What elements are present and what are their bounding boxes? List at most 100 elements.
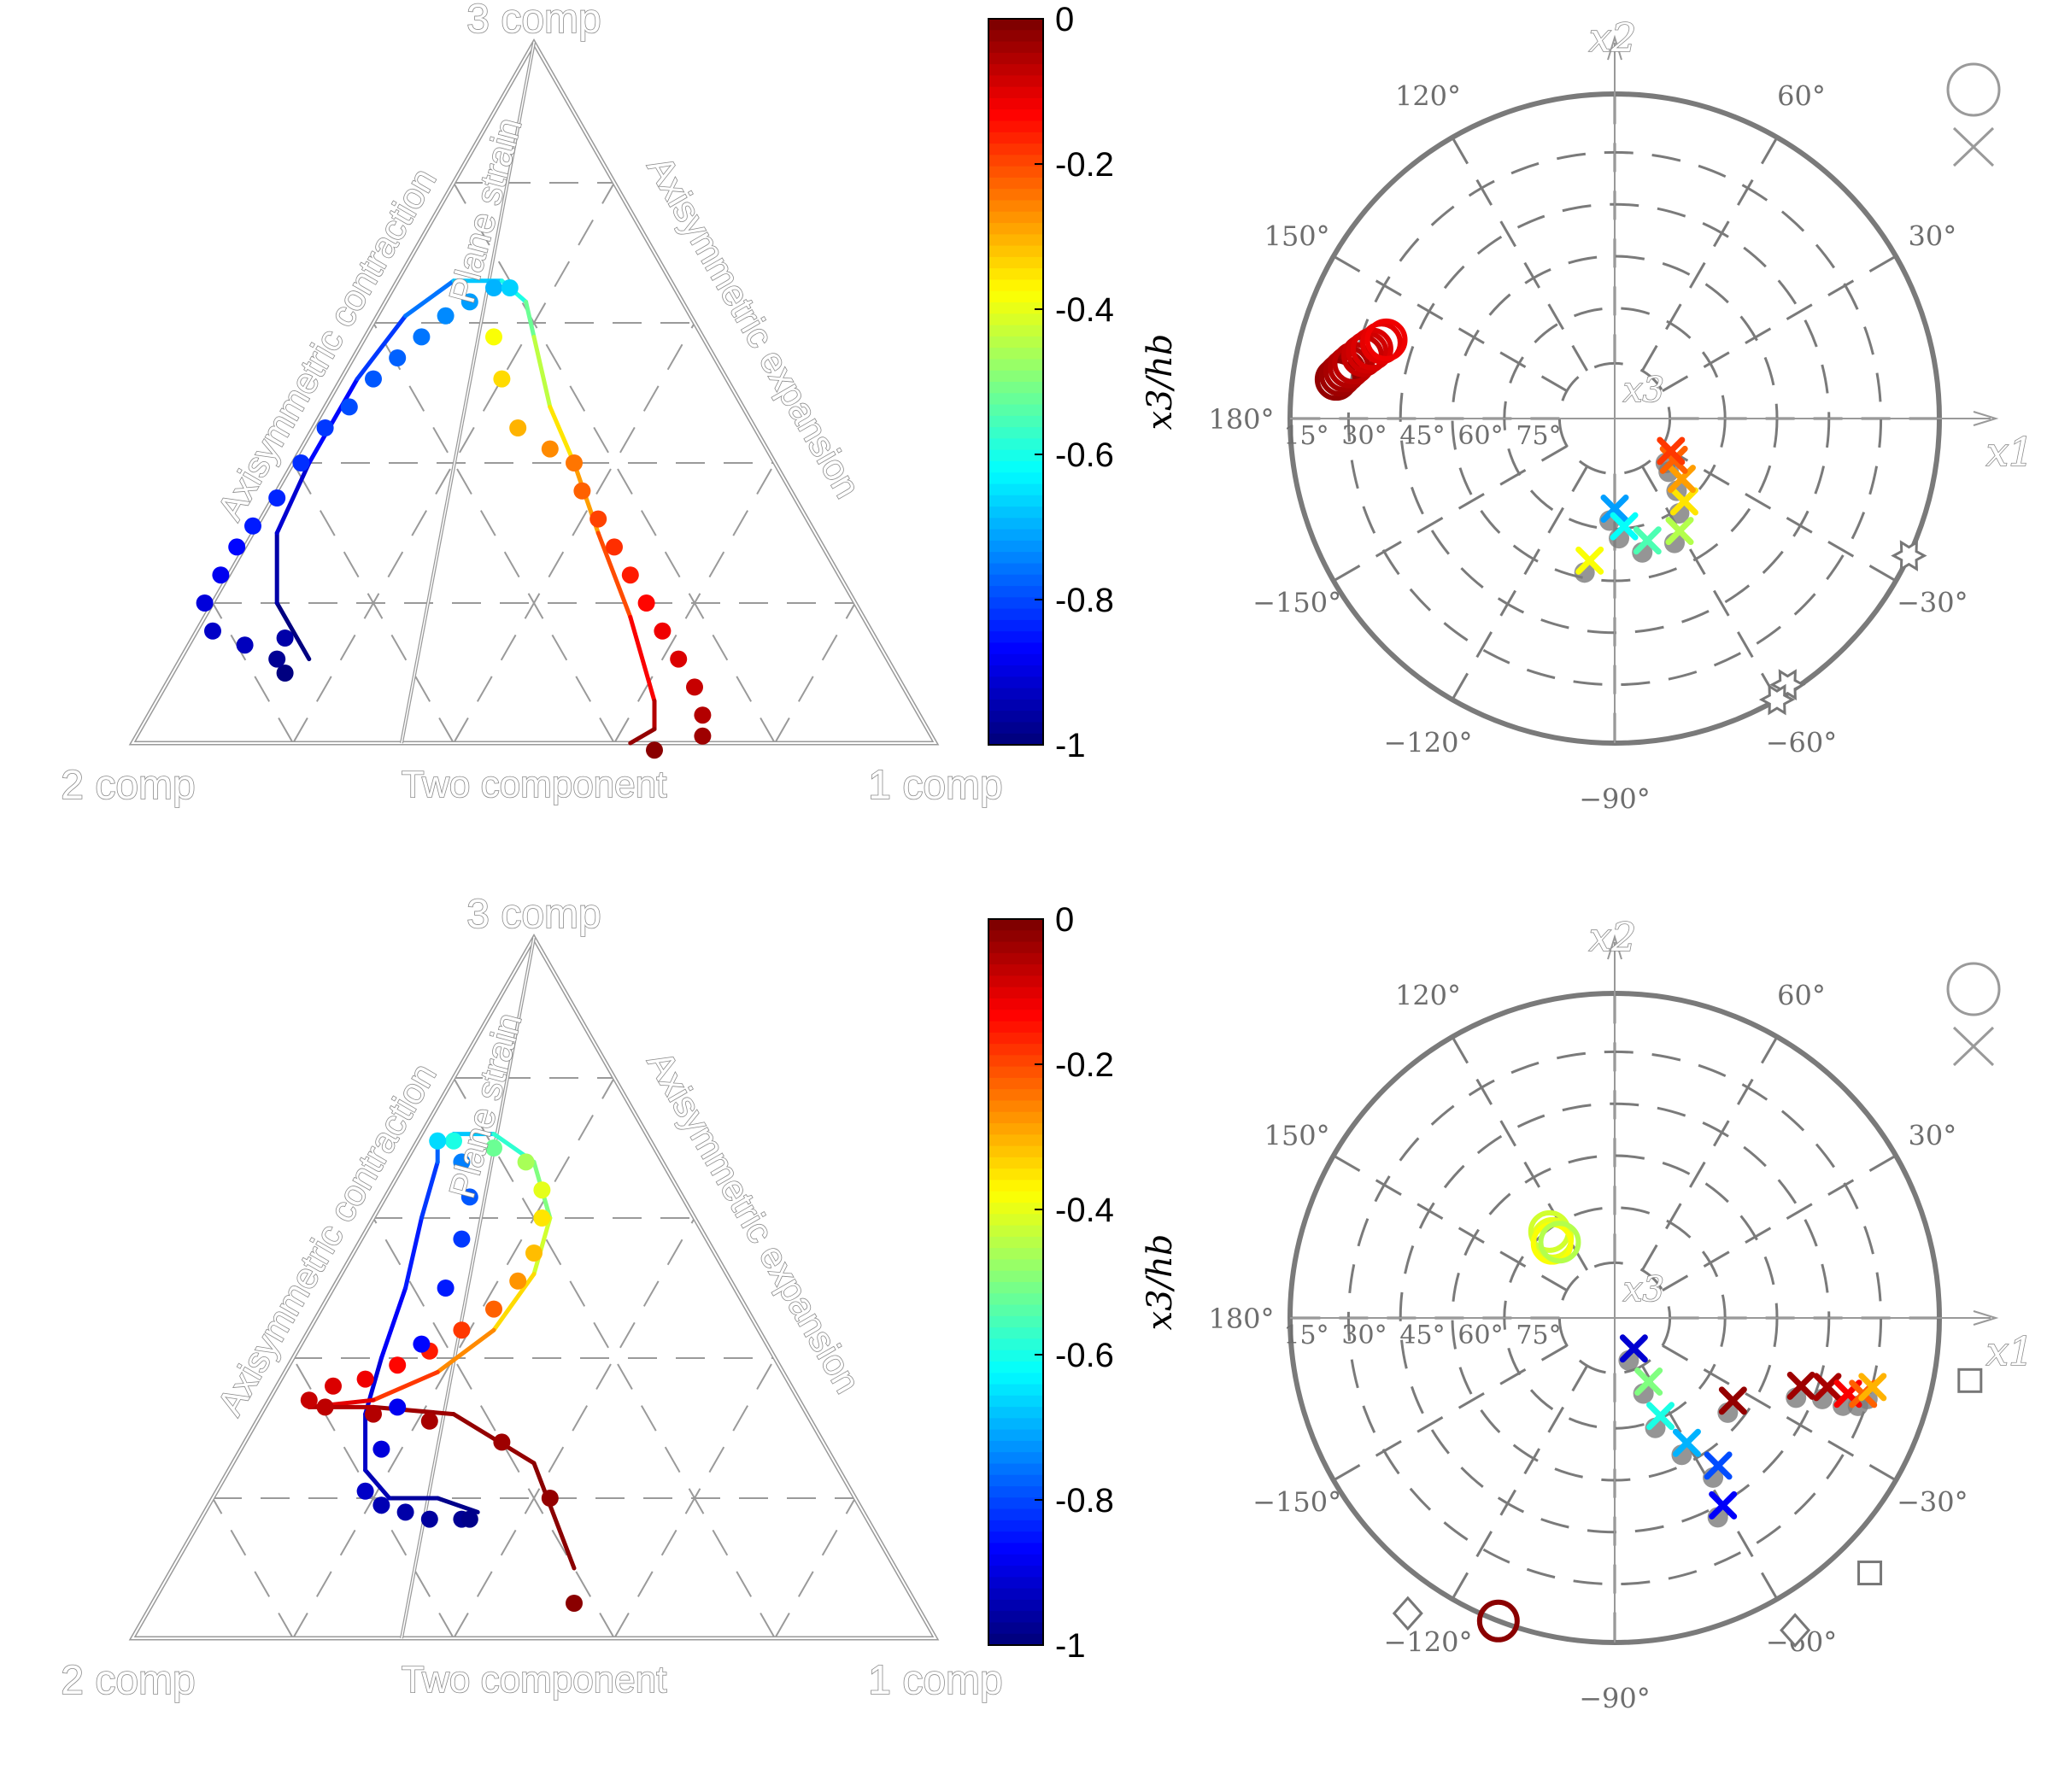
colorbar-cell: [988, 427, 1043, 440]
colorbar-2: 0 -0.2 -0.4 -0.6 -0.8 -1 x3/hb: [988, 901, 1180, 1665]
colorbar-cell: [988, 359, 1043, 372]
edge-label-bottom: Two component: [402, 1659, 667, 1701]
vertex-label-left: 2 comp: [61, 1658, 195, 1703]
data-point: [268, 489, 286, 507]
cross-marker: [1709, 1490, 1738, 1520]
ring-label: 15°: [1283, 421, 1328, 451]
colorbar-cell: [988, 597, 1043, 610]
angle-label: −60°: [1766, 726, 1838, 758]
data-point: [637, 594, 655, 612]
data-point: [389, 349, 407, 366]
data-point: [686, 678, 703, 696]
colorbar-cell: [988, 1248, 1043, 1261]
colorbar-cell: [988, 41, 1043, 54]
colorbar-cell: [988, 1157, 1043, 1170]
ring-label: 75°: [1516, 421, 1561, 451]
colorbar-tick-label: -1: [1055, 1627, 1086, 1665]
angle-label: −30°: [1897, 587, 1968, 619]
colorbar-cell: [988, 200, 1043, 213]
x2-arrow: [1607, 934, 1622, 960]
edge-label-bottom: Two component: [402, 764, 667, 805]
data-point: [356, 1482, 374, 1500]
colorbar-cell: [988, 1486, 1043, 1499]
data-point: [316, 419, 334, 436]
cross-marker: [1786, 1371, 1815, 1400]
circle-marker: [1364, 318, 1408, 361]
data-point: [372, 1440, 390, 1458]
colorbar-cell: [988, 19, 1043, 32]
colorbar-cell: [988, 1611, 1043, 1624]
angle-label: 60°: [1777, 80, 1826, 113]
colorbar-cell: [988, 1633, 1043, 1646]
diamond-marker: [1780, 1613, 1811, 1648]
colorbar-cell: [988, 109, 1043, 122]
colorbar-cell: [988, 132, 1043, 145]
grid-line: [453, 322, 695, 744]
ring-label: 30°: [1341, 1321, 1387, 1350]
x3-label: x3: [1623, 1270, 1664, 1309]
edge-label-inner: Plane strain: [442, 114, 530, 307]
circle-icon: [1946, 62, 2001, 117]
data-point: [437, 307, 455, 325]
cross-icon: [1952, 126, 1995, 167]
colorbar-cell: [988, 574, 1043, 588]
colorbar-cell: [988, 1032, 1043, 1045]
data-point: [316, 1398, 334, 1416]
cross-marker: [1619, 1334, 1648, 1363]
colorbar-tick-label: -0.2: [1055, 1046, 1114, 1084]
ring-label: 60°: [1458, 421, 1503, 451]
data-point: [212, 566, 230, 584]
colorbar-cell: [988, 30, 1043, 43]
colorbar-cell: [988, 631, 1043, 644]
ring-label: 45°: [1399, 421, 1445, 451]
colorbar-cell: [988, 1474, 1043, 1488]
colorbar-cell: [988, 1100, 1043, 1113]
colorbar-cell: [988, 370, 1043, 383]
angle-label: 60°: [1777, 980, 1826, 1012]
colorbar-cell: [988, 733, 1043, 746]
colorbar-cell: [988, 1055, 1043, 1068]
colorbar-cell: [988, 1225, 1043, 1238]
colorbar-cell: [988, 143, 1043, 156]
data-point: [453, 1230, 471, 1248]
colorbar-cell: [988, 711, 1043, 723]
colorbar-cell: [988, 1282, 1043, 1295]
colorbar-cell: [988, 245, 1043, 258]
x1-arrow: [1973, 411, 1999, 426]
grid-line: [292, 182, 615, 744]
x1-arrow: [1973, 1310, 1999, 1326]
data-point: [413, 1335, 431, 1353]
circle-icon-inner: [1950, 67, 1997, 113]
trajectory-line-segment: [371, 1369, 440, 1403]
hexagram-marker: [1758, 683, 1796, 716]
grid-line: [453, 182, 776, 744]
trajectory-line-segment: [531, 1461, 577, 1571]
colorbar-cell: [988, 699, 1043, 712]
colorbar-tick-label: -0.4: [1055, 291, 1114, 329]
cross-marker: [1813, 1373, 1842, 1402]
data-point: [268, 650, 286, 668]
trajectory-line-segment: [419, 1159, 440, 1221]
circle-icon-inner: [1950, 966, 1997, 1012]
edge-label-right: Axisymmetric expansion: [640, 1045, 868, 1400]
x1-label: x1: [1986, 429, 2033, 475]
square-marker: [1957, 1367, 1983, 1393]
colorbar-cell: [988, 256, 1043, 270]
colorbar-cell: [988, 529, 1043, 542]
trajectory-line-segment: [595, 530, 633, 619]
data-point: [365, 370, 382, 388]
circle-marker: [1538, 1221, 1581, 1264]
data-point: [365, 1405, 382, 1423]
trajectory-line-segment: [274, 460, 312, 536]
trajectory-line-segment: [531, 1215, 553, 1277]
colorbar-cell: [988, 586, 1043, 599]
colorbar-cell: [988, 382, 1043, 395]
vertex-label-left: 2 comp: [61, 763, 195, 808]
data-point: [413, 328, 431, 346]
grid-line: [292, 462, 455, 744]
trajectory-line-segment: [403, 278, 456, 319]
data-point: [325, 1377, 342, 1395]
colorbar-cell: [988, 348, 1043, 360]
colorbar-cell: [988, 1327, 1043, 1340]
